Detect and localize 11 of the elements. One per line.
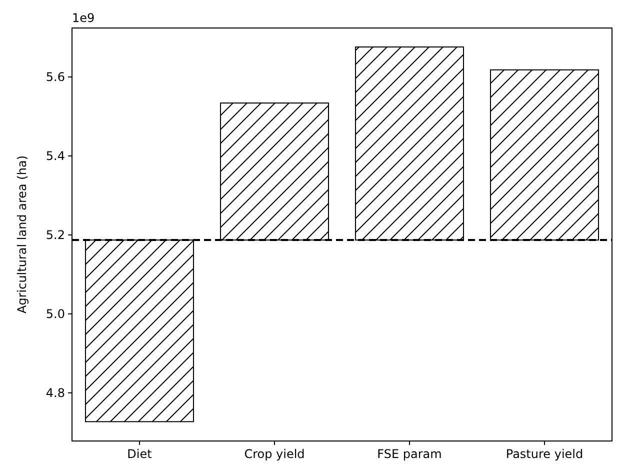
y-axis-title: Agricultural land area (ha) <box>15 156 29 314</box>
y-tick-label: 5.6 <box>46 70 65 84</box>
x-tick-label: FSE param <box>377 447 442 461</box>
y-tick-label: 5.2 <box>46 228 65 242</box>
x-tick-label: Pasture yield <box>506 447 584 461</box>
text: 1e9 <box>72 11 95 25</box>
y-tick-label: 5.4 <box>46 149 65 164</box>
y-tick-label: 5.0 <box>46 307 65 322</box>
x-tick-label: Diet <box>127 447 152 461</box>
x-tick-label: Crop yield <box>244 447 305 461</box>
y-tick-label: 4.8 <box>46 386 65 400</box>
